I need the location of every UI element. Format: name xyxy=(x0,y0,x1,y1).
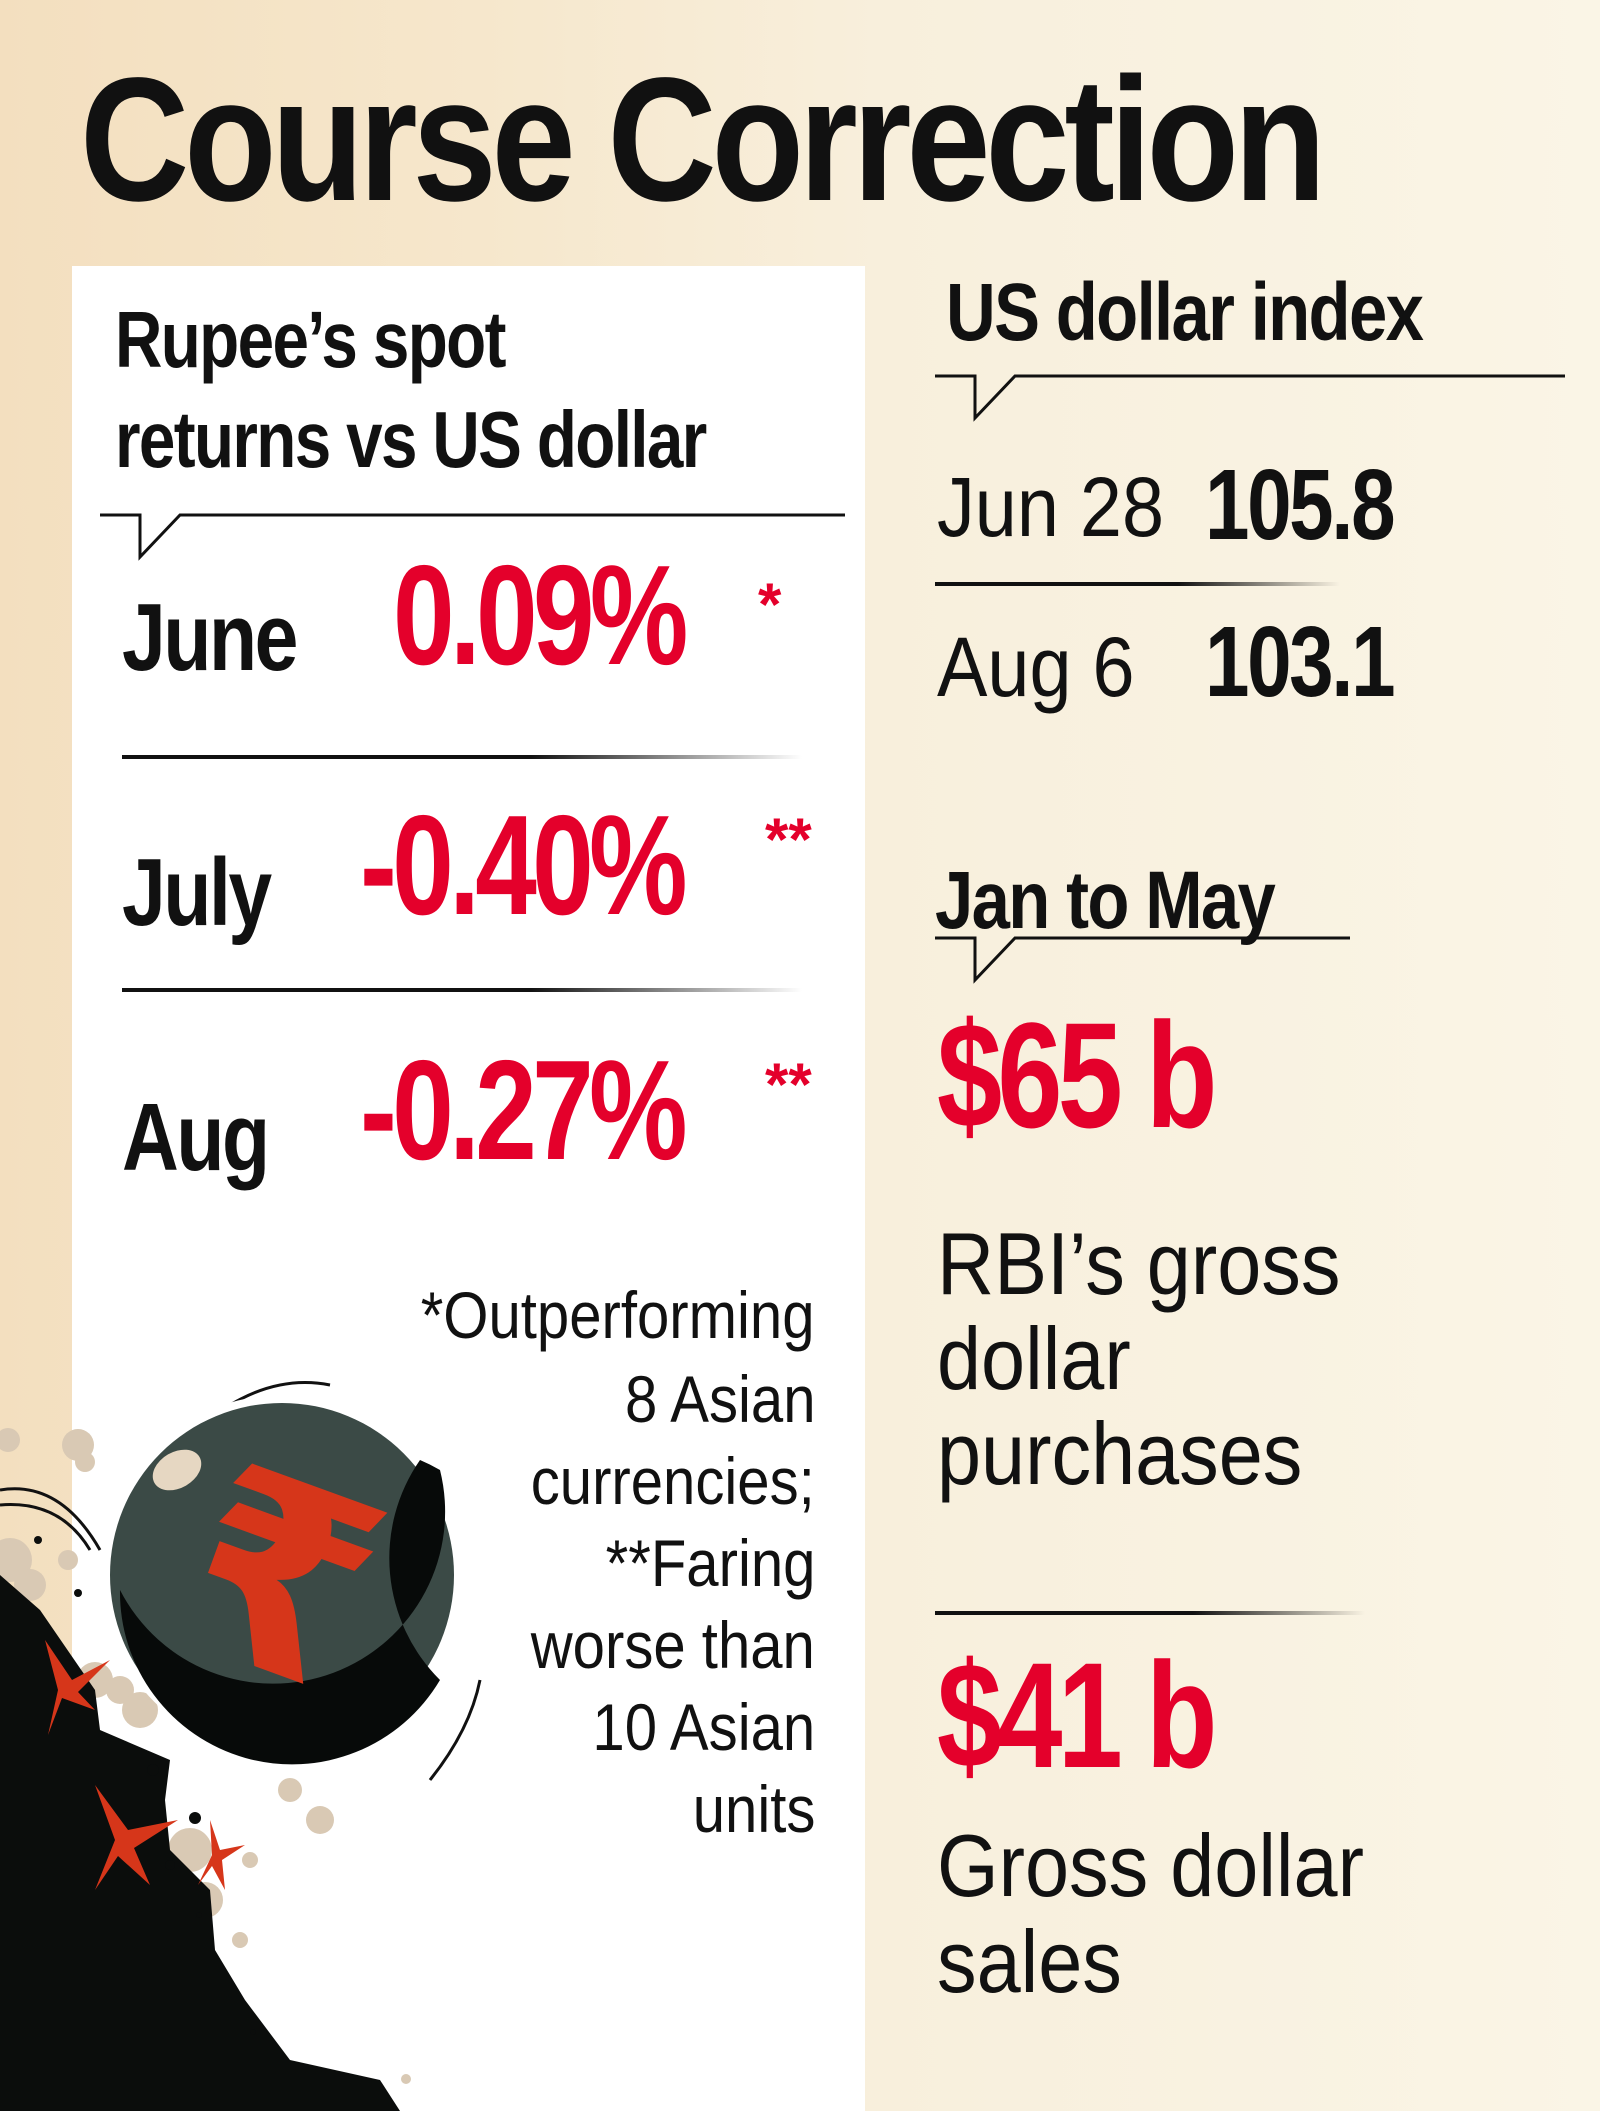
footnote-line: 10 Asian xyxy=(592,1690,815,1764)
footnote-marker: * xyxy=(758,571,782,638)
rupee-returns-panel xyxy=(72,266,865,2111)
jan-may-heading: Jan to May xyxy=(935,855,1276,946)
rupee-heading-line1: Rupee’s spot xyxy=(115,295,506,384)
row-divider xyxy=(935,1611,1365,1615)
sales-desc-line: Gross dollar xyxy=(937,1816,1364,1915)
footnote-line: *Outperforming xyxy=(421,1278,815,1352)
footnote-marker: ** xyxy=(765,806,812,873)
index-value: 105.8 xyxy=(1205,449,1396,561)
purchases-desc-line: purchases xyxy=(937,1404,1303,1503)
footnote-marker: ** xyxy=(765,1051,812,1118)
footnote-line: units xyxy=(692,1772,815,1846)
index-value: 103.1 xyxy=(1205,606,1396,718)
row-divider xyxy=(935,582,1340,586)
callout-pointer-icon xyxy=(935,936,1350,984)
return-value: -0.40% xyxy=(360,786,688,945)
purchases-amount: $65 b xyxy=(937,991,1217,1159)
rupee-heading-line2: returns vs US dollar xyxy=(115,395,707,484)
row-divider xyxy=(122,988,802,992)
month-label: July xyxy=(122,839,272,946)
index-date: Jun 28 xyxy=(937,460,1164,554)
footnote-line: 8 Asian xyxy=(624,1362,815,1436)
footnote-line: currencies; xyxy=(530,1444,815,1518)
callout-pointer-icon xyxy=(935,374,1565,422)
index-date: Aug 6 xyxy=(937,620,1135,714)
sales-amount: $41 b xyxy=(937,1631,1217,1799)
month-label: June xyxy=(122,584,298,691)
return-value: 0.09% xyxy=(393,536,688,695)
sales-desc-line: sales xyxy=(937,1912,1122,2011)
callout-pointer-icon xyxy=(100,513,845,561)
page-title: Course Correction xyxy=(80,42,1326,238)
footnote-line: worse than xyxy=(530,1608,815,1682)
purchases-desc-line: RBI’s gross xyxy=(937,1214,1341,1313)
row-divider xyxy=(122,755,802,759)
footnote-line: **Faring xyxy=(605,1526,815,1600)
month-label: Aug xyxy=(122,1084,270,1191)
return-value: -0.27% xyxy=(360,1031,688,1190)
purchases-desc-line: dollar xyxy=(937,1309,1131,1408)
rupee-ball-icon: ₹ xyxy=(0,1381,482,2111)
dollar-index-heading: US dollar index xyxy=(946,267,1424,358)
